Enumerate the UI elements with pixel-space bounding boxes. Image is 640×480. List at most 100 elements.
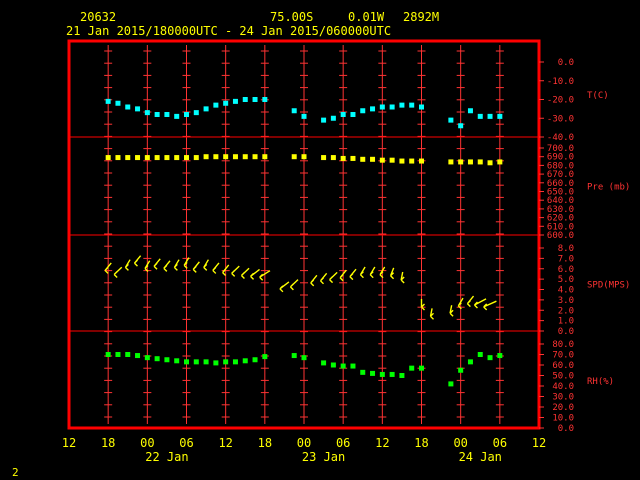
panel-label: SPD(MPS) xyxy=(587,281,630,291)
data-point xyxy=(360,157,365,162)
data-point xyxy=(253,357,258,362)
wind-arrow xyxy=(174,260,179,271)
wind-arrow xyxy=(370,267,375,278)
data-point xyxy=(184,112,189,117)
data-point xyxy=(331,155,336,160)
data-point xyxy=(233,359,238,364)
x-tick-label: 00 xyxy=(453,436,467,450)
y-tick-label: 50.0 xyxy=(552,372,574,382)
wind-arrow xyxy=(467,296,473,307)
wind-arrow xyxy=(241,268,249,278)
panel-label: RH(%) xyxy=(587,377,614,387)
data-point xyxy=(125,155,130,160)
wind-arrow xyxy=(280,282,289,292)
wind-arrow xyxy=(330,272,338,282)
x-tick-label: 00 xyxy=(297,436,311,450)
data-point xyxy=(253,97,258,102)
y-tick-label: 30.0 xyxy=(552,393,574,403)
x-day-label: 22 Jan xyxy=(145,450,188,464)
x-tick-label: 06 xyxy=(179,436,193,450)
data-point xyxy=(468,108,473,113)
x-tick-label: 18 xyxy=(414,436,428,450)
data-point xyxy=(488,160,493,165)
latitude: 75.00S xyxy=(270,10,313,24)
data-point xyxy=(409,366,414,371)
data-point xyxy=(419,366,424,371)
data-point xyxy=(155,356,160,361)
data-point xyxy=(448,159,453,164)
x-tick-label: 12 xyxy=(62,436,76,450)
wind-arrow xyxy=(193,262,199,273)
data-point xyxy=(223,359,228,364)
data-point xyxy=(292,154,297,159)
data-point xyxy=(155,112,160,117)
data-point xyxy=(302,355,307,360)
data-point xyxy=(135,155,140,160)
x-tick-label: 12 xyxy=(375,436,389,450)
wind-arrow xyxy=(134,256,140,267)
y-tick-label: 3.0 xyxy=(558,296,574,306)
y-tick-label: 2.0 xyxy=(558,306,574,316)
data-point xyxy=(321,155,326,160)
wind-arrow xyxy=(401,272,404,283)
plot-area: 0.0 -10.0 -20.0 -30.0 -40.0 T(C) 700.0690.0680… xyxy=(62,41,631,464)
y-tick-label: 0.0 xyxy=(558,327,574,337)
data-point xyxy=(115,352,120,357)
wind-arrow xyxy=(204,260,209,271)
data-point xyxy=(174,155,179,160)
wind-arrow xyxy=(164,261,170,272)
y-tick-label: 70.0 xyxy=(552,351,574,361)
data-point xyxy=(174,114,179,119)
data-point xyxy=(399,373,404,378)
data-point xyxy=(204,154,209,159)
data-point xyxy=(478,352,483,357)
x-tick-label: 06 xyxy=(336,436,350,450)
y-tick-label: -40.0 xyxy=(547,133,574,143)
data-point xyxy=(399,159,404,164)
data-point xyxy=(302,154,307,159)
data-point xyxy=(341,156,346,161)
data-point xyxy=(213,103,218,108)
data-point xyxy=(204,106,209,111)
data-point xyxy=(409,103,414,108)
y-tick-label: 5.0 xyxy=(558,275,574,285)
wind-arrow xyxy=(125,260,130,271)
data-point xyxy=(331,363,336,368)
data-point xyxy=(380,372,385,377)
data-point xyxy=(370,157,375,162)
data-point xyxy=(115,155,120,160)
y-tick-label: -30.0 xyxy=(547,114,574,124)
wind-arrow xyxy=(391,268,394,279)
data-point xyxy=(106,99,111,104)
data-point xyxy=(399,103,404,108)
data-point xyxy=(350,364,355,369)
wind-arrow xyxy=(311,275,317,286)
data-point xyxy=(341,112,346,117)
station-id: 20632 xyxy=(80,10,116,24)
data-point xyxy=(302,114,307,119)
x-tick-label: 12 xyxy=(532,436,546,450)
data-point xyxy=(488,114,493,119)
data-point xyxy=(350,156,355,161)
data-point xyxy=(106,155,111,160)
data-point xyxy=(419,159,424,164)
data-point xyxy=(360,108,365,113)
data-point xyxy=(468,359,473,364)
data-point xyxy=(292,108,297,113)
y-tick-label: -20.0 xyxy=(547,96,574,106)
data-point xyxy=(253,154,258,159)
y-tick-label: 0.0 xyxy=(558,58,574,68)
data-point xyxy=(233,154,238,159)
wind-arrow xyxy=(422,299,425,310)
data-point xyxy=(488,355,493,360)
data-point xyxy=(380,105,385,110)
data-point xyxy=(194,110,199,115)
data-point xyxy=(458,159,463,164)
data-point xyxy=(262,154,267,159)
data-point xyxy=(262,354,267,359)
data-point xyxy=(380,158,385,163)
wind-arrow xyxy=(450,305,453,316)
data-point xyxy=(194,359,199,364)
data-point xyxy=(497,159,502,164)
